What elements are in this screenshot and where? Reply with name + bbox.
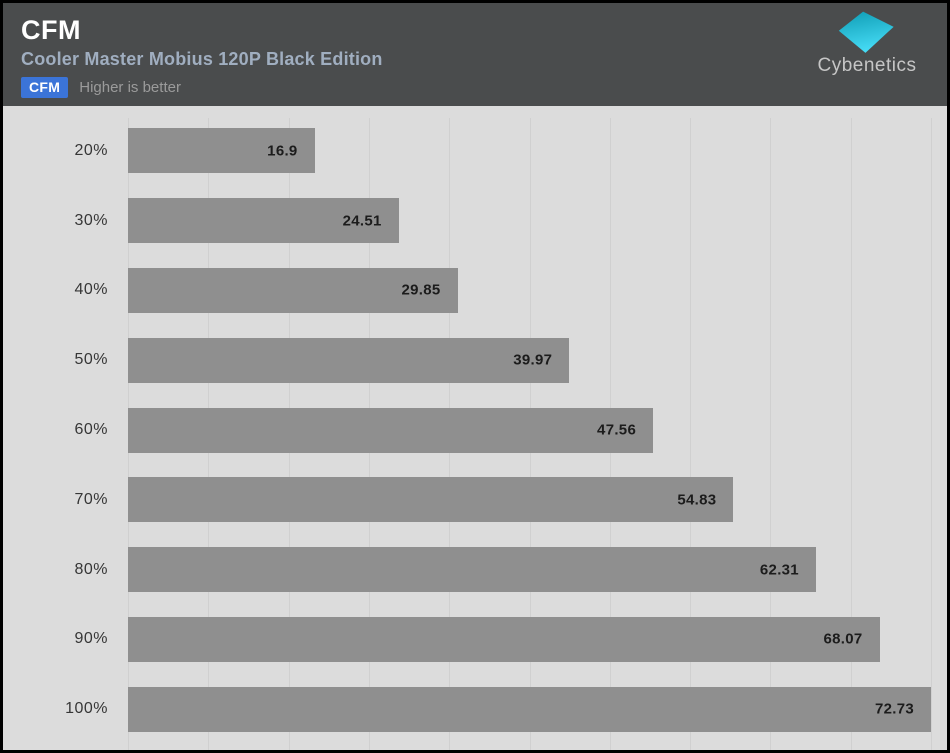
chart-row: 100% 72.73 [3, 674, 947, 744]
legend-row: CFM Higher is better [21, 77, 947, 99]
gridline [690, 118, 692, 750]
bar: 47.56 [128, 407, 654, 453]
category-label: 90% [74, 630, 108, 648]
bar-track: 62.31 [128, 547, 931, 593]
category-label: 40% [74, 281, 108, 299]
bar: 29.85 [128, 267, 458, 313]
value-label: 39.97 [513, 351, 553, 369]
bar-track: 72.73 [128, 686, 931, 732]
chart-row: 90% 68.07 [3, 604, 947, 674]
category-label: 50% [74, 351, 108, 369]
page-title: CFM [21, 15, 81, 45]
gridline [931, 118, 932, 750]
chart-row: 30% 24.51 [3, 186, 947, 256]
category-label: 80% [74, 560, 108, 578]
gridline [850, 118, 852, 750]
chart-row: 80% 62.31 [3, 535, 947, 605]
chart-header: CFM Cooler Master Mobius 120P Black Edit… [3, 3, 947, 106]
bar-track: 68.07 [128, 616, 931, 662]
bar: 39.97 [128, 337, 570, 383]
value-label: 16.9 [267, 142, 298, 160]
metric-badge: CFM [21, 77, 69, 99]
value-label: 24.51 [342, 212, 382, 230]
value-label: 54.83 [677, 491, 717, 509]
value-label: 68.07 [823, 630, 863, 648]
bar: 72.73 [128, 686, 931, 732]
bar: 16.9 [128, 128, 315, 174]
value-label: 72.73 [874, 700, 914, 718]
category-label: 30% [74, 211, 108, 229]
bar-track: 47.56 [128, 407, 931, 453]
chart-row: 60% 47.56 [3, 395, 947, 465]
higher-is-better-note: Higher is better [79, 79, 181, 97]
chart-row: 40% 29.85 [3, 256, 947, 326]
bar-chart: 20% 16.9 30% 24.51 40% 29.85 50% 39.97 60% 47.56 7… [3, 106, 947, 750]
gridline [770, 118, 772, 750]
cybenetics-logo-icon [838, 11, 894, 53]
chart-row: 70% 54.83 [3, 465, 947, 535]
bar-track: 39.97 [128, 337, 931, 383]
category-label: 70% [74, 490, 108, 508]
category-label: 20% [74, 141, 108, 159]
bar: 68.07 [128, 616, 880, 662]
bar: 24.51 [128, 198, 399, 244]
chart-rows: 20% 16.9 30% 24.51 40% 29.85 50% 39.97 60% 47.56 7… [3, 106, 947, 750]
chart-subtitle: Cooler Master Mobius 120P Black Edition [21, 49, 383, 70]
chart-row: 50% 39.97 [3, 325, 947, 395]
category-label: 60% [74, 421, 108, 439]
value-label: 29.85 [401, 281, 441, 299]
bar: 62.31 [128, 547, 816, 593]
cybenetics-logo-text: Cybenetics [817, 55, 917, 76]
category-label: 100% [65, 700, 108, 718]
bar-track: 29.85 [128, 267, 931, 313]
value-label: 47.56 [597, 421, 637, 439]
cybenetics-logo: Cybenetics [811, 8, 923, 77]
bar-track: 24.51 [128, 198, 931, 244]
value-label: 62.31 [759, 561, 799, 579]
bar: 54.83 [128, 477, 734, 523]
chart-row: 20% 16.9 [3, 116, 947, 186]
bar-track: 54.83 [128, 477, 931, 523]
bar-track: 16.9 [128, 128, 931, 174]
